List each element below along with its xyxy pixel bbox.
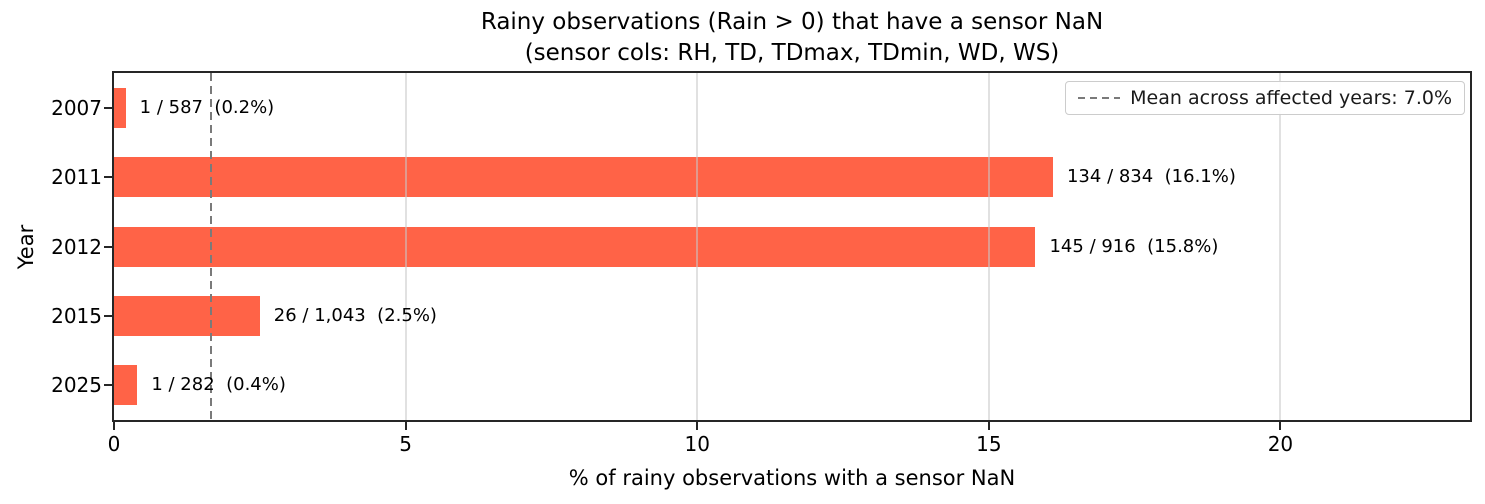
x-axis-label: % of rainy observations with a sensor Na… [568,466,1016,490]
bar-2012 [114,226,1036,267]
y-tick-mark [104,106,112,109]
bar-label-2025: 1 / 282 (0.4%) [151,374,286,396]
dashed-line-legend-swatch [1078,97,1121,99]
chart-title: Rainy observations (Rain > 0) that have … [112,7,1472,69]
x-gridline [696,73,699,420]
bar-label-2012: 145 / 916 (15.8%) [1049,235,1219,257]
y-tick-mark [104,314,112,317]
y-tick-label-2012: 2012 [51,234,102,259]
x-tick-mark [404,422,407,430]
x-tick-mark [1279,422,1282,430]
y-tick-mark [104,245,112,248]
chart-title-line1: Rainy observations (Rain > 0) that have … [480,9,1104,35]
x-tick-mark [987,422,990,430]
bar-2015 [114,295,260,336]
bar-2007 [114,87,126,128]
x-gridline [987,73,990,420]
bar-2025 [114,365,138,406]
y-tick-mark [104,176,112,179]
y-tick-label-2025: 2025 [51,373,102,398]
y-tick-mark [104,384,112,387]
chart-title-line2: (sensor cols: RH, TD, TDmax, TDmin, WD, … [524,40,1060,66]
x-tick-label: 20 [1267,432,1294,456]
y-tick-label-2015: 2015 [51,303,102,328]
bar-2011 [114,157,1053,198]
y-tick-label-2007: 2007 [51,95,102,120]
legend-label: Mean across affected years: 7.0% [1130,87,1452,109]
x-gridline [1279,73,1282,420]
bar-label-2015: 26 / 1,043 (2.5%) [273,304,437,326]
bar-label-2007: 1 / 587 (0.2%) [139,96,275,118]
x-gridline [404,73,407,420]
x-tick-label: 15 [976,432,1002,456]
x-tick-mark [113,422,115,430]
mean-dashed-line [210,73,213,420]
x-tick-label: 0 [107,432,121,456]
x-tick-mark [696,422,699,430]
x-tick-label: 5 [399,432,412,456]
x-tick-label: 10 [684,432,710,456]
legend: Mean across affected years: 7.0% [1065,81,1465,115]
y-tick-label-2011: 2011 [51,165,102,190]
plot-area-border [112,71,1472,422]
bar-label-2011: 134 / 834 (16.1%) [1066,166,1236,188]
